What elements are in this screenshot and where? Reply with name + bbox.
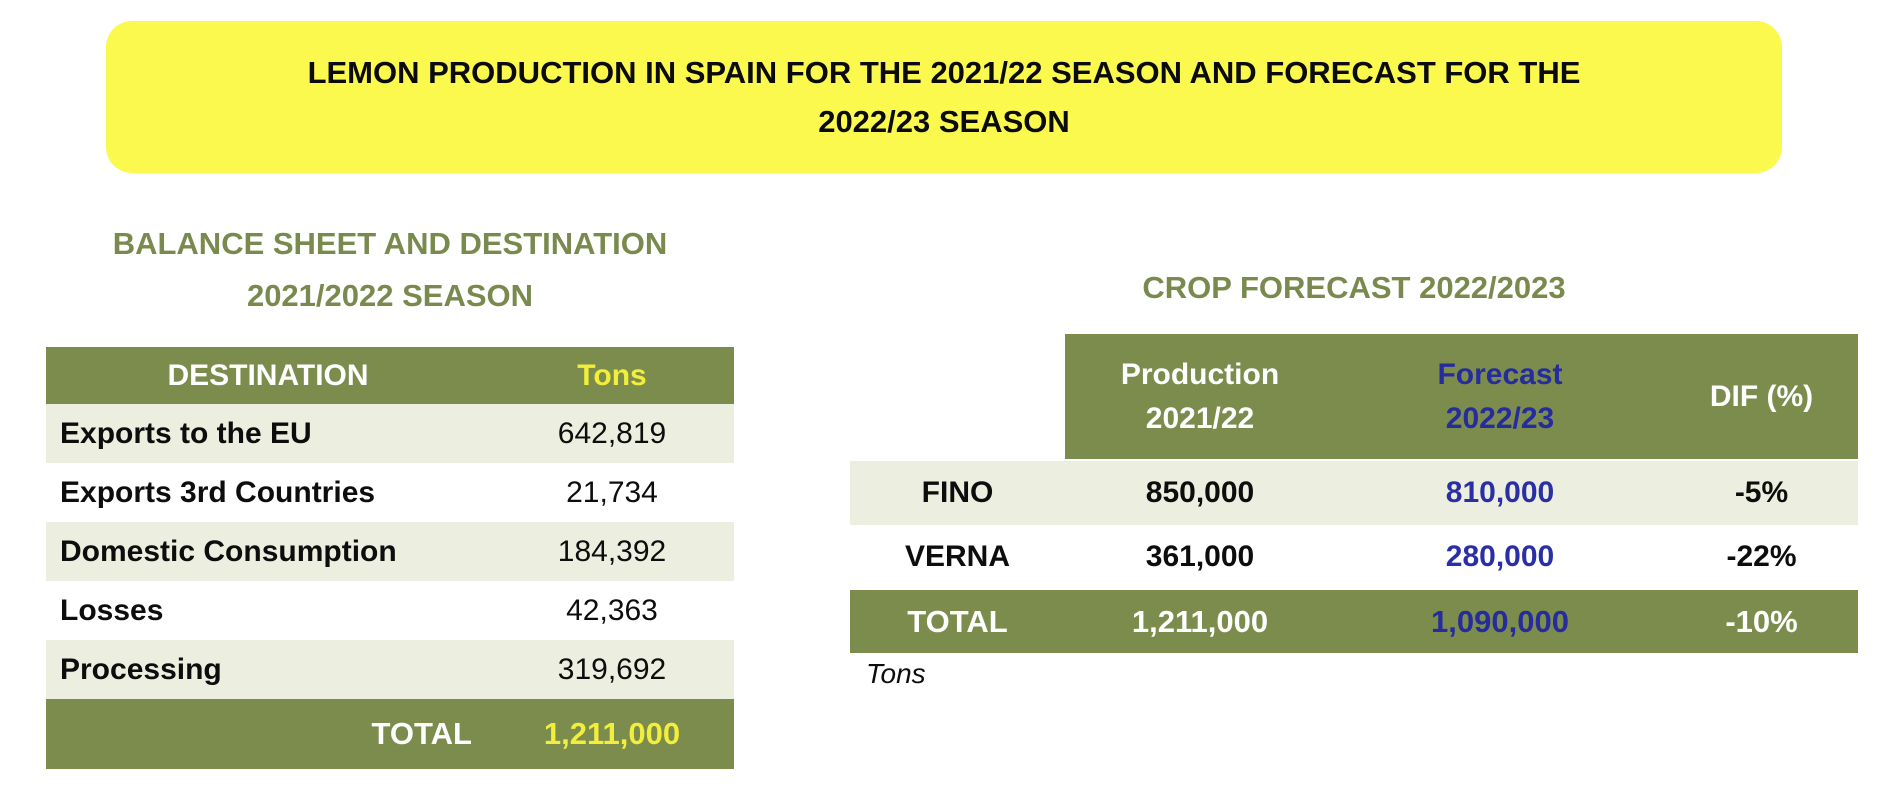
tons-value: 184,392 bbox=[557, 534, 667, 568]
total-forecast-value: 1,090,000 bbox=[1431, 603, 1569, 639]
unit-note: Tons bbox=[866, 658, 926, 689]
table-row: Processing 319,692 bbox=[46, 640, 734, 699]
balance-sheet-table: DESTINATION Tons Exports to the EU 642,8… bbox=[46, 347, 734, 769]
title-banner: LEMON PRODUCTION IN SPAIN FOR THE 2021/2… bbox=[106, 21, 1782, 173]
table-row: Losses 42,363 bbox=[46, 581, 734, 640]
balance-sheet-heading-line-1: BALANCE SHEET AND DESTINATION bbox=[112, 226, 668, 261]
balance-sheet-total-row: TOTAL 1,211,000 bbox=[46, 699, 734, 769]
total-dif-value: -10% bbox=[1725, 603, 1798, 639]
table-row: Domestic Consumption 184,392 bbox=[46, 522, 734, 581]
dif-column-header: DIF (%) bbox=[1665, 334, 1858, 459]
production-column-header: Production 2021/22 bbox=[1065, 334, 1335, 459]
total-label: TOTAL bbox=[907, 603, 1008, 639]
destination-label: Domestic Consumption bbox=[60, 534, 397, 568]
production-value: 850,000 bbox=[1145, 476, 1255, 509]
table-row: FINO 850,000 810,000 -5% bbox=[850, 461, 1858, 525]
crop-forecast-heading: CROP FORECAST 2022/2023 bbox=[1142, 270, 1566, 305]
balance-sheet-heading-line-2: 2021/2022 SEASON bbox=[246, 278, 534, 313]
forecast-header-line-1: Forecast bbox=[1437, 357, 1563, 391]
forecast-header-line-2: 2022/23 bbox=[1445, 401, 1555, 435]
variety-label: FINO bbox=[921, 476, 994, 509]
forecast-value: 810,000 bbox=[1445, 476, 1555, 509]
destination-label: Exports 3rd Countries bbox=[60, 475, 376, 509]
tons-column-header: Tons bbox=[577, 358, 647, 392]
balance-sheet-heading: BALANCE SHEET AND DESTINATION 2021/2022 … bbox=[46, 218, 734, 322]
dif-value: -5% bbox=[1734, 476, 1789, 509]
tons-value: 642,819 bbox=[557, 416, 667, 450]
tons-value: 42,363 bbox=[566, 593, 658, 627]
destination-label: Exports to the EU bbox=[60, 416, 312, 450]
tons-value: 21,734 bbox=[566, 475, 658, 509]
total-label: TOTAL bbox=[371, 716, 472, 751]
dif-value: -22% bbox=[1726, 540, 1797, 573]
production-header-line-2: 2021/22 bbox=[1145, 401, 1255, 435]
forecast-column-header: Forecast 2022/23 bbox=[1335, 334, 1665, 459]
title-line-2: 2022/23 SEASON bbox=[818, 104, 1070, 139]
variety-column-header-blank bbox=[850, 334, 1065, 459]
destination-label: Processing bbox=[60, 652, 222, 686]
forecast-value: 280,000 bbox=[1445, 540, 1555, 573]
table-row: Exports 3rd Countries 21,734 bbox=[46, 463, 734, 522]
production-header-line-1: Production bbox=[1120, 357, 1280, 391]
production-value: 361,000 bbox=[1145, 540, 1255, 573]
table-row: VERNA 361,000 280,000 -22% bbox=[850, 525, 1858, 589]
total-production-value: 1,211,000 bbox=[1131, 603, 1269, 639]
title-line-1: LEMON PRODUCTION IN SPAIN FOR THE 2021/2… bbox=[307, 55, 1581, 90]
crop-forecast-header-row: Production 2021/22 Forecast 2022/23 DIF … bbox=[850, 334, 1858, 459]
crop-forecast-total-row: TOTAL 1,211,000 1,090,000 -10% bbox=[850, 590, 1858, 653]
destination-column-header: DESTINATION bbox=[167, 358, 369, 392]
balance-sheet-header-row: DESTINATION Tons bbox=[46, 347, 734, 404]
crop-forecast-table: Production 2021/22 Forecast 2022/23 DIF … bbox=[850, 334, 1858, 653]
variety-label: VERNA bbox=[904, 540, 1010, 573]
destination-label: Losses bbox=[60, 593, 164, 627]
table-row: Exports to the EU 642,819 bbox=[46, 404, 734, 463]
tons-value: 319,692 bbox=[557, 652, 667, 686]
total-tons-value: 1,211,000 bbox=[543, 716, 681, 751]
